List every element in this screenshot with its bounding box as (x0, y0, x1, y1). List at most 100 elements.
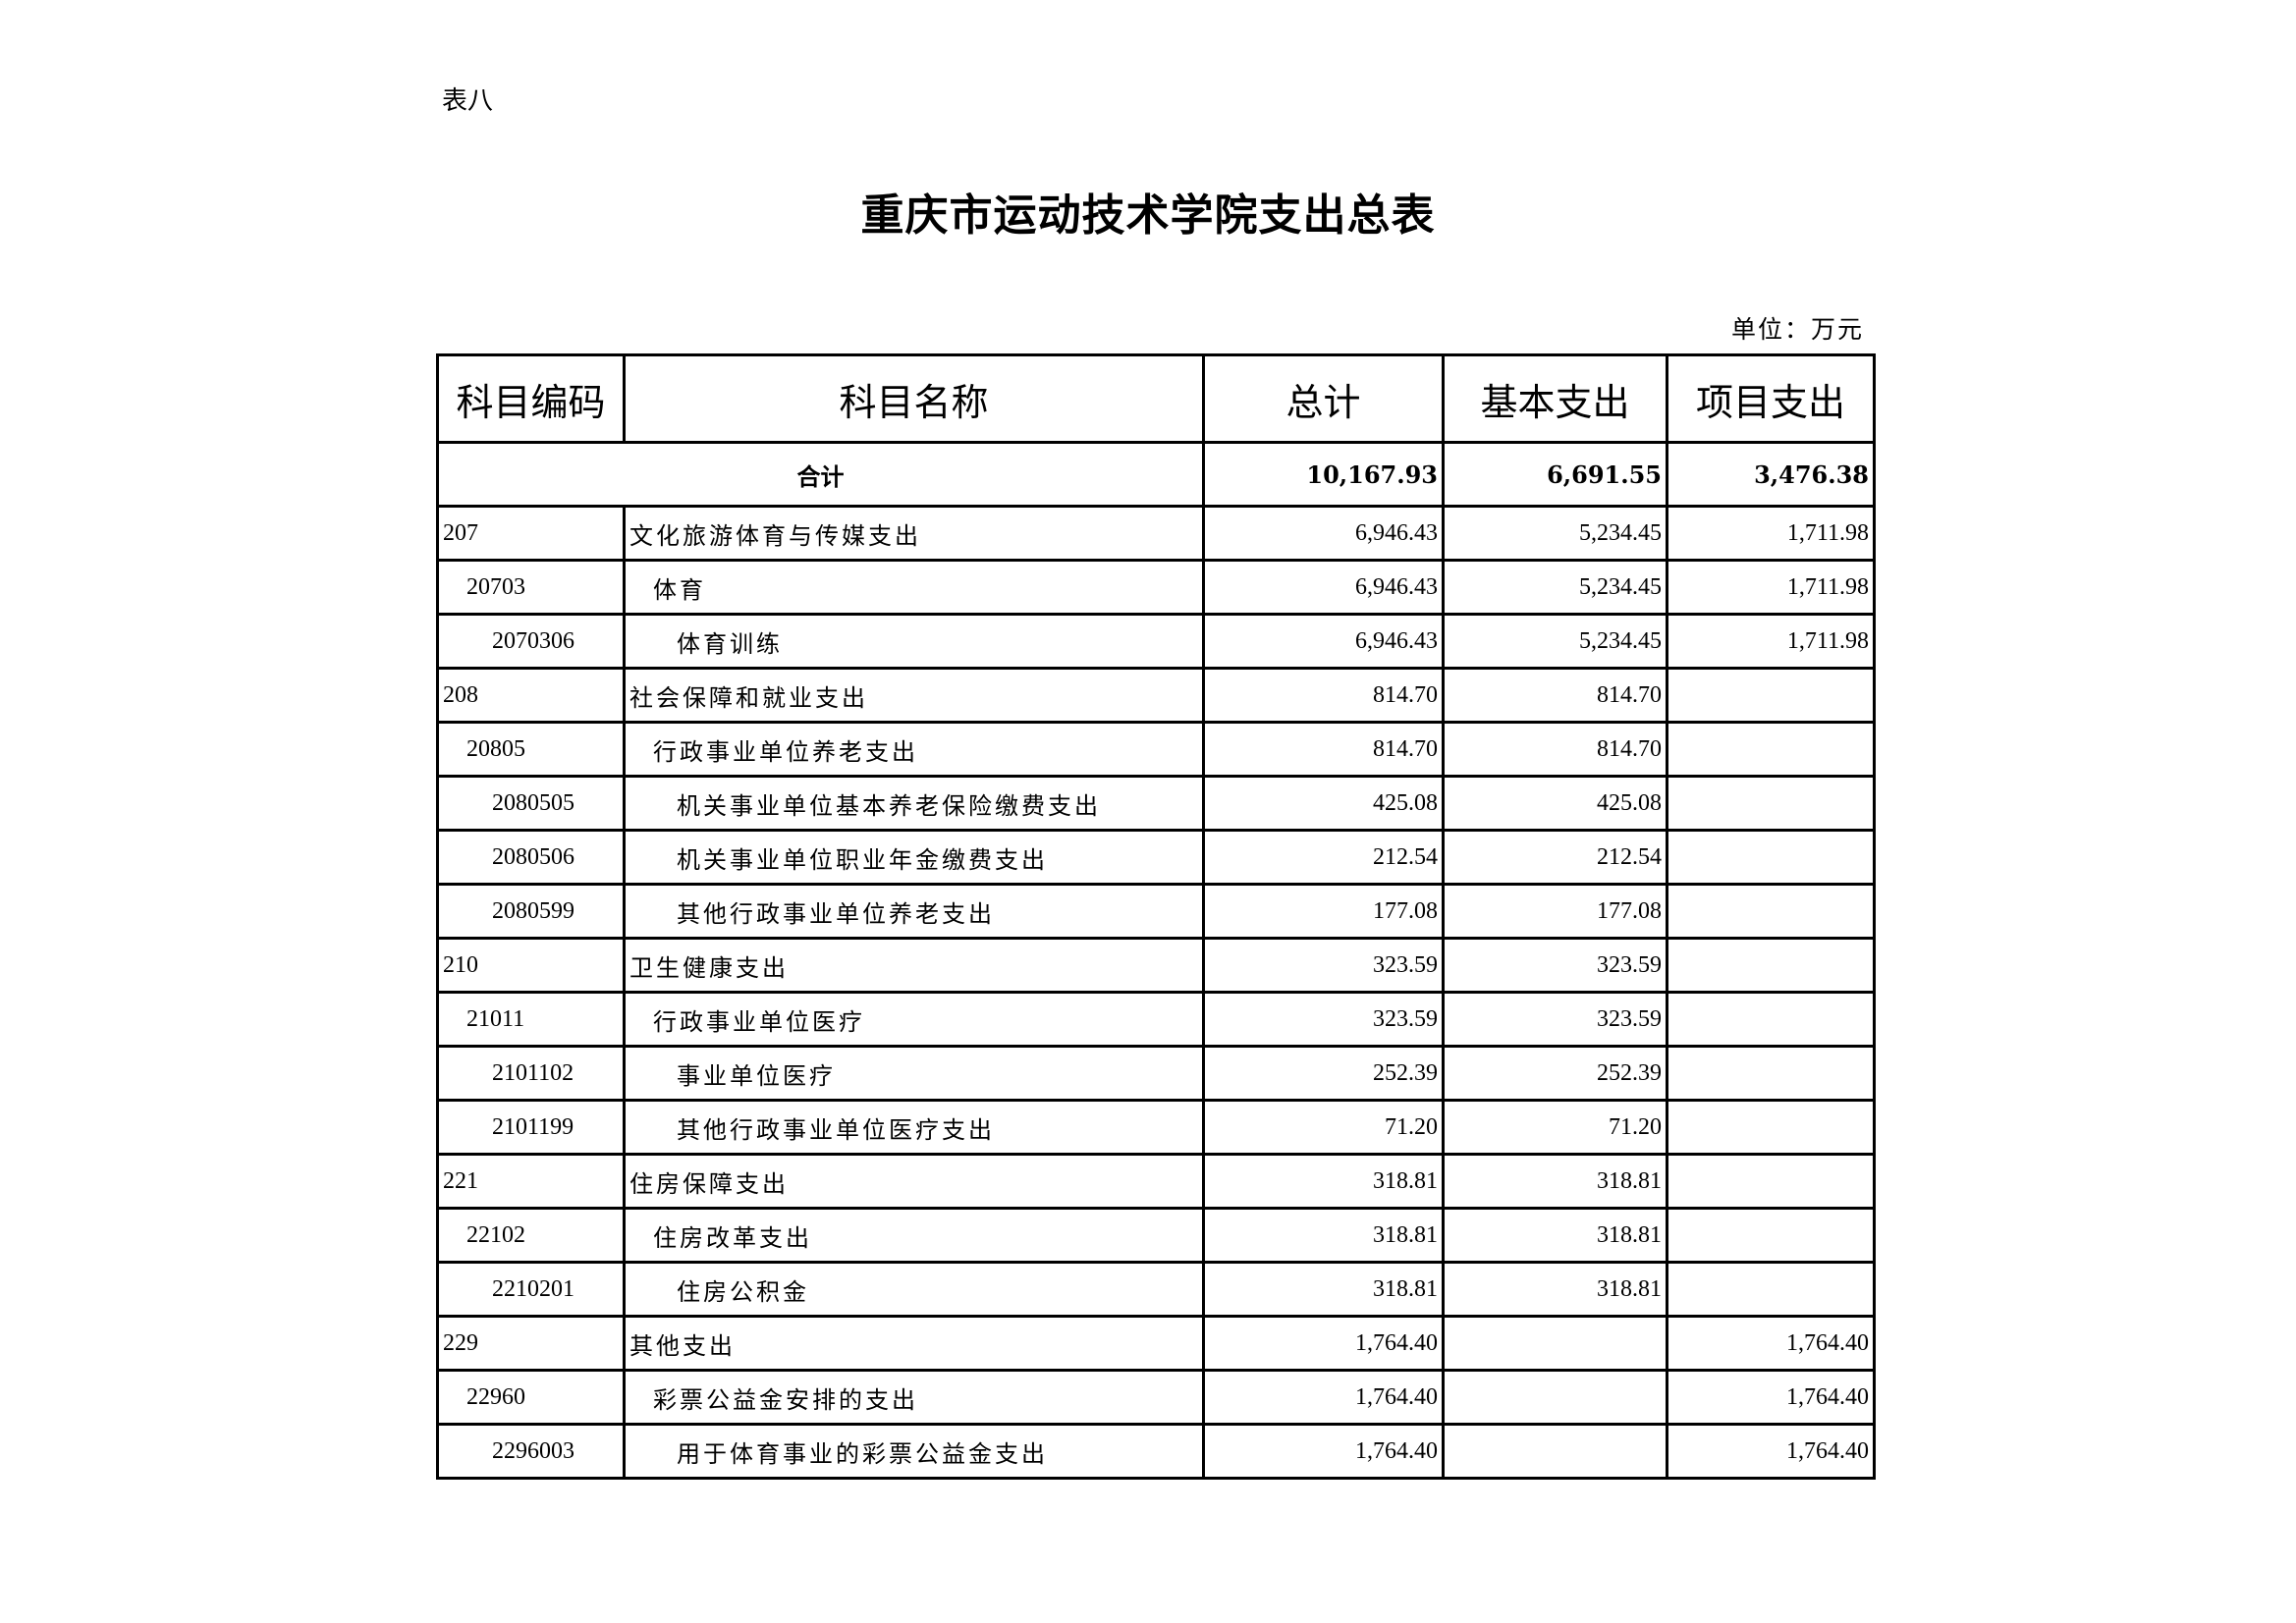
header-total: 总计 (1202, 353, 1445, 444)
cell-code: 208 (436, 667, 626, 724)
total-basic: 6,691.55 (1442, 441, 1668, 508)
table-row: 208 社会保障和就业支出 814.70 814.70 (436, 667, 1876, 724)
header-basic: 基本支出 (1442, 353, 1668, 444)
cell-code: 20703 (436, 559, 626, 616)
cell-project: 1,764.40 (1666, 1315, 1876, 1372)
cell-name: 用于体育事业的彩票公益金支出 (623, 1423, 1205, 1480)
cell-total: 318.81 (1202, 1207, 1445, 1264)
cell-basic: 5,234.45 (1442, 559, 1668, 616)
cell-total: 814.70 (1202, 667, 1445, 724)
cell-code: 2080505 (436, 775, 626, 832)
cell-basic: 318.81 (1442, 1207, 1668, 1264)
cell-project: 1,711.98 (1666, 505, 1876, 562)
cell-code: 2080599 (436, 883, 626, 940)
table-row: 2080506 机关事业单位职业年金缴费支出 212.54 212.54 (436, 829, 1876, 886)
header-row: 科目编码 科目名称 总计 基本支出 项目支出 (436, 353, 1876, 444)
cell-total: 814.70 (1202, 721, 1445, 778)
table-row: 2080505 机关事业单位基本养老保险缴费支出 425.08 425.08 (436, 775, 1876, 832)
cell-project (1666, 883, 1876, 940)
cell-basic: 212.54 (1442, 829, 1668, 886)
cell-total: 323.59 (1202, 991, 1445, 1048)
cell-total: 252.39 (1202, 1045, 1445, 1102)
cell-name: 其他行政事业单位医疗支出 (623, 1099, 1205, 1156)
cell-name: 行政事业单位养老支出 (623, 721, 1205, 778)
cell-name: 机关事业单位基本养老保险缴费支出 (623, 775, 1205, 832)
cell-total: 6,946.43 (1202, 505, 1445, 562)
total-project: 3,476.38 (1666, 441, 1876, 508)
cell-project (1666, 1153, 1876, 1210)
cell-project (1666, 1099, 1876, 1156)
total-total: 10,167.93 (1202, 441, 1445, 508)
cell-total: 1,764.40 (1202, 1369, 1445, 1426)
cell-basic: 814.70 (1442, 667, 1668, 724)
table-row: 2070306 体育训练 6,946.43 5,234.45 1,711.98 (436, 613, 1876, 670)
cell-name: 住房公积金 (623, 1261, 1205, 1318)
cell-code: 22102 (436, 1207, 626, 1264)
table-row: 21011 行政事业单位医疗 323.59 323.59 (436, 991, 1876, 1048)
cell-project (1666, 991, 1876, 1048)
total-label: 合计 (436, 441, 1205, 508)
header-name: 科目名称 (623, 353, 1205, 444)
cell-basic: 323.59 (1442, 937, 1668, 994)
cell-total: 1,764.40 (1202, 1423, 1445, 1480)
cell-code: 207 (436, 505, 626, 562)
cell-total: 177.08 (1202, 883, 1445, 940)
cell-code: 2101102 (436, 1045, 626, 1102)
table-row: 207 文化旅游体育与传媒支出 6,946.43 5,234.45 1,711.98 (436, 505, 1876, 562)
cell-name: 其他支出 (623, 1315, 1205, 1372)
cell-code: 2080506 (436, 829, 626, 886)
total-row: 合计 10,167.93 6,691.55 3,476.38 (436, 441, 1876, 508)
cell-project (1666, 1207, 1876, 1264)
cell-project: 1,711.98 (1666, 559, 1876, 616)
cell-project (1666, 937, 1876, 994)
cell-name: 住房保障支出 (623, 1153, 1205, 1210)
cell-code: 221 (436, 1153, 626, 1210)
cell-total: 71.20 (1202, 1099, 1445, 1156)
table-row: 20703 体育 6,946.43 5,234.45 1,711.98 (436, 559, 1876, 616)
expenditure-table: 科目编码 科目名称 总计 基本支出 项目支出 合计 10,167.93 6,69… (436, 353, 1876, 1480)
cell-total: 1,764.40 (1202, 1315, 1445, 1372)
cell-basic (1442, 1369, 1668, 1426)
cell-basic: 71.20 (1442, 1099, 1668, 1156)
cell-code: 210 (436, 937, 626, 994)
table-label: 表八 (442, 86, 494, 116)
cell-name: 事业单位医疗 (623, 1045, 1205, 1102)
cell-name: 机关事业单位职业年金缴费支出 (623, 829, 1205, 886)
cell-basic: 252.39 (1442, 1045, 1668, 1102)
cell-name: 彩票公益金安排的支出 (623, 1369, 1205, 1426)
table-row: 2080599 其他行政事业单位养老支出 177.08 177.08 (436, 883, 1876, 940)
page-title: 重庆市运动技术学院支出总表 (860, 190, 1436, 241)
cell-name: 行政事业单位医疗 (623, 991, 1205, 1048)
cell-total: 6,946.43 (1202, 559, 1445, 616)
cell-basic: 177.08 (1442, 883, 1668, 940)
cell-code: 229 (436, 1315, 626, 1372)
cell-project: 1,764.40 (1666, 1369, 1876, 1426)
cell-total: 212.54 (1202, 829, 1445, 886)
cell-name: 体育训练 (623, 613, 1205, 670)
cell-name: 卫生健康支出 (623, 937, 1205, 994)
cell-basic: 318.81 (1442, 1153, 1668, 1210)
cell-project (1666, 1261, 1876, 1318)
cell-code: 2070306 (436, 613, 626, 670)
cell-project (1666, 775, 1876, 832)
table-row: 2296003 用于体育事业的彩票公益金支出 1,764.40 1,764.40 (436, 1423, 1876, 1480)
cell-total: 6,946.43 (1202, 613, 1445, 670)
cell-project: 1,764.40 (1666, 1423, 1876, 1480)
table-row: 2210201 住房公积金 318.81 318.81 (436, 1261, 1876, 1318)
table-row: 2101102 事业单位医疗 252.39 252.39 (436, 1045, 1876, 1102)
cell-name: 文化旅游体育与传媒支出 (623, 505, 1205, 562)
unit-label: 单位：万元 (1730, 315, 1864, 344)
cell-basic: 5,234.45 (1442, 505, 1668, 562)
table-row: 20805 行政事业单位养老支出 814.70 814.70 (436, 721, 1876, 778)
cell-project (1666, 1045, 1876, 1102)
cell-total: 323.59 (1202, 937, 1445, 994)
table-row: 22960 彩票公益金安排的支出 1,764.40 1,764.40 (436, 1369, 1876, 1426)
header-project: 项目支出 (1666, 353, 1876, 444)
cell-code: 22960 (436, 1369, 626, 1426)
cell-code: 21011 (436, 991, 626, 1048)
cell-code: 2101199 (436, 1099, 626, 1156)
cell-code: 2296003 (436, 1423, 626, 1480)
table-row: 221 住房保障支出 318.81 318.81 (436, 1153, 1876, 1210)
cell-name: 其他行政事业单位养老支出 (623, 883, 1205, 940)
cell-basic: 318.81 (1442, 1261, 1668, 1318)
